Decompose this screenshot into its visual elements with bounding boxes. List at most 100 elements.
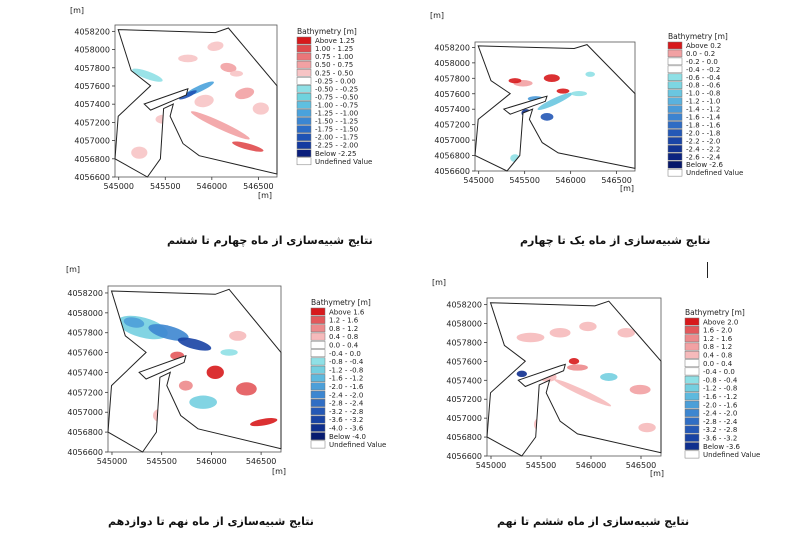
legend-swatch <box>296 60 312 69</box>
y-unit-label: [m] <box>430 11 444 20</box>
legend-title: Bathymetry [m] <box>311 298 371 307</box>
legend-label: -0.4 - 0.0 <box>703 368 735 376</box>
legend-label: -2.0 - -1.6 <box>329 383 364 391</box>
legend-label: 1.2 - 1.6 <box>703 335 733 343</box>
x-unit-label: [m] <box>272 467 286 476</box>
legend-label: 0.4 - 0.8 <box>329 333 358 341</box>
legend-label: -0.8 - -0.4 <box>329 358 364 366</box>
legend-swatch <box>667 105 683 113</box>
y-tick-label: 4056800 <box>446 433 482 442</box>
legend-label: -1.2 - -0.8 <box>329 366 363 374</box>
axis-frame <box>474 41 636 172</box>
legend-swatch <box>684 334 700 343</box>
bathymetry-contour-patch <box>585 71 595 77</box>
y-tick-label: 4057200 <box>434 121 470 130</box>
x-tick-label: 546000 <box>196 457 227 466</box>
y-tick-label: 4057800 <box>434 74 470 83</box>
legend-swatch <box>684 359 700 368</box>
legend-label: -1.75 - -1.50 <box>315 126 358 134</box>
legend-label: Below -2.25 <box>315 150 356 158</box>
bathymetry-contour-patch <box>556 88 570 94</box>
legend-swatch <box>667 73 683 82</box>
legend-swatch <box>296 36 312 45</box>
legend-label: Below -3.6 <box>703 443 740 451</box>
legend-label: -4.0 - -3.6 <box>329 425 364 433</box>
x-unit-label: [m] <box>650 469 664 478</box>
y-tick-label: 4057800 <box>74 64 110 73</box>
legend-swatch <box>310 440 326 449</box>
bathymetry-contour-patch <box>516 370 528 377</box>
bathymetry-contour-patch <box>178 54 198 63</box>
bathymetry-contour-patch <box>189 395 217 409</box>
bathymetry-contour-patch <box>252 102 269 115</box>
legend-swatch <box>296 77 312 85</box>
bathymetry-contour-patch <box>516 332 545 343</box>
legend-label: -2.4 - -2.2 <box>686 145 720 153</box>
bathymetry-contour-patch <box>220 349 238 356</box>
legend-label: 0.8 - 1.2 <box>703 343 732 351</box>
legend-swatch <box>310 324 326 333</box>
legend-label: -1.4 - -1.2 <box>686 106 720 114</box>
x-tick-label: 545500 <box>509 176 540 185</box>
panel-months-6-9: 545000 545500 546000 546500 4056600 4056800 40… <box>400 268 800 518</box>
y-tick-label: 4056600 <box>434 167 470 176</box>
bathymetry-contour-patch <box>567 364 588 371</box>
legend-label: Above 2.0 <box>703 318 738 326</box>
legend-swatch <box>296 125 312 133</box>
y-tick-label: 4057600 <box>67 349 103 358</box>
y-tick-label: 4057400 <box>67 368 103 377</box>
x-tick-label: 546000 <box>197 182 228 191</box>
legend-swatch <box>684 384 700 392</box>
x-tick-label: 545000 <box>103 182 134 191</box>
y-tick-label: 4056800 <box>434 152 470 161</box>
y-tick-label: 4058200 <box>74 27 110 36</box>
legend-label: -1.6 - -1.2 <box>703 393 737 401</box>
legend-title: Bathymetry [m] <box>668 32 728 41</box>
bathymetry-contour-patch <box>629 384 651 395</box>
legend-swatch <box>667 121 683 129</box>
legend-swatch <box>684 450 700 459</box>
legend-label: Above 1.6 <box>329 308 365 316</box>
legend-swatch <box>667 153 683 161</box>
x-unit-label: [m] <box>620 184 634 193</box>
legend-label: -1.8 - -1.6 <box>686 121 721 129</box>
bathymetry-contour-patch <box>131 146 148 159</box>
bathymetry-contour-patch <box>508 78 522 84</box>
panel-months-4-6: 545000 545500 546000 546500 4056600 4056800 40… <box>0 0 400 255</box>
axis-frame <box>486 297 662 457</box>
breakwater-outline <box>138 354 187 380</box>
x-tick-label: 546500 <box>243 182 274 191</box>
legend-label: -2.8 - -2.4 <box>703 418 738 426</box>
y-tick-label: 4057800 <box>446 338 482 347</box>
legend-swatch <box>684 433 700 442</box>
breakwater-outline <box>517 363 567 388</box>
y-tick-label: 4058000 <box>74 46 110 55</box>
legend-label: -1.0 - -0.8 <box>686 90 720 98</box>
legend-label: -2.4 - -2.0 <box>703 410 737 418</box>
x-tick-label: 546000 <box>555 176 586 185</box>
y-tick-label: 4056600 <box>74 173 110 182</box>
y-tick-label: 4057200 <box>446 395 482 404</box>
model-domain-boundary <box>107 288 282 453</box>
y-tick-label: 4057000 <box>74 137 110 146</box>
legend-label: -2.0 - -1.8 <box>686 129 720 137</box>
bathymetry-map-2: 545000 545500 546000 546500 4056600 4056800 40… <box>430 11 743 193</box>
y-tick-label: 4056800 <box>74 155 110 164</box>
y-tick-label: 4058200 <box>67 289 103 298</box>
legend-label: -0.2 - 0.0 <box>686 58 718 66</box>
legend-label: -2.00 - -1.75 <box>315 134 358 142</box>
bathymetry-contour-patch <box>179 90 197 100</box>
y-tick-label: 4057000 <box>67 408 103 417</box>
text-cursor-mark <box>707 262 708 278</box>
x-tick-label: 545500 <box>526 461 557 470</box>
legend-swatch <box>684 326 700 334</box>
legend-label: 1.2 - 1.6 <box>329 317 359 325</box>
legend-label: -3.6 - -3.2 <box>703 435 737 443</box>
legend-swatch <box>296 157 312 166</box>
bathymetry-contour-patch <box>194 94 214 108</box>
bathymetry-contour-patch <box>543 74 560 82</box>
y-unit-label: [m] <box>432 278 446 287</box>
x-tick-label: 545500 <box>146 457 177 466</box>
y-tick-label: 4056600 <box>67 448 103 457</box>
x-tick-label: 545000 <box>476 461 507 470</box>
